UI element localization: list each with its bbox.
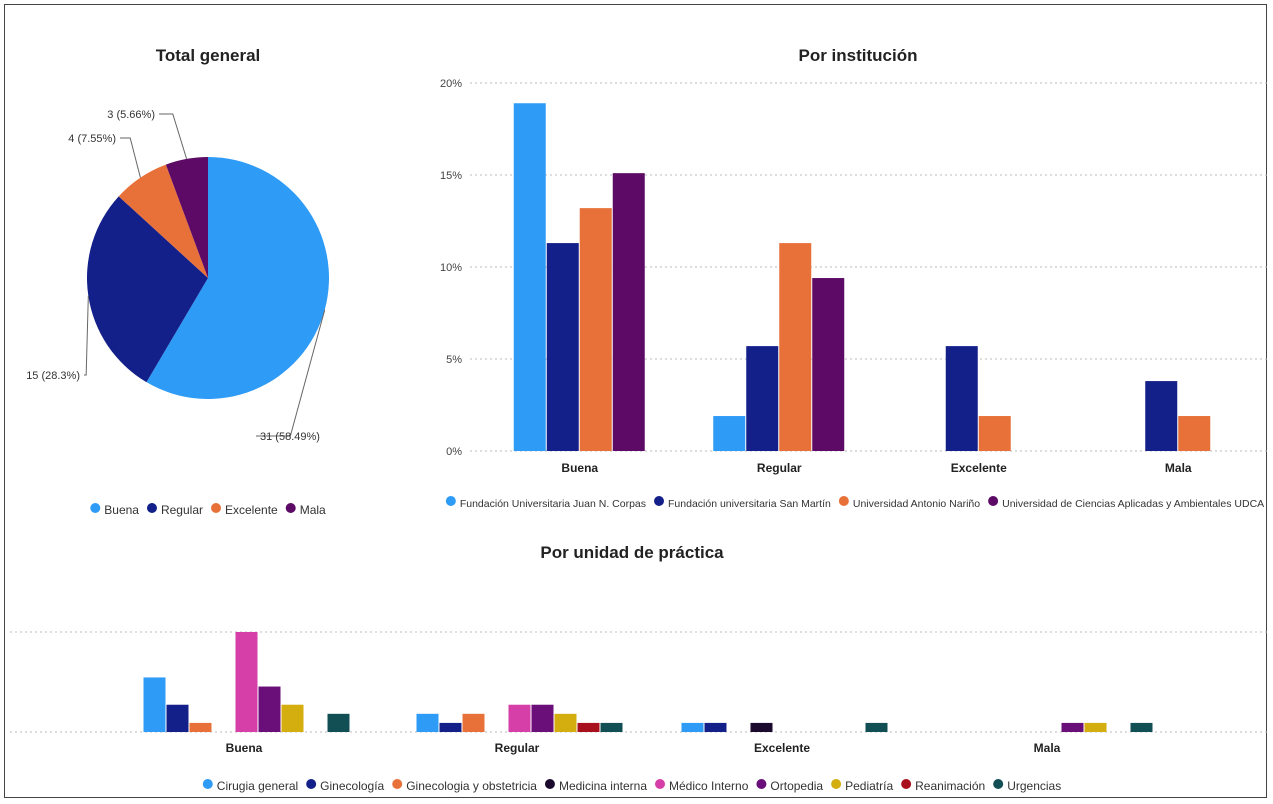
unit-legend-marker[interactable]: [392, 779, 403, 789]
unit-legend-marker[interactable]: [831, 779, 842, 789]
unit-legend-marker[interactable]: [993, 779, 1004, 789]
unit-bar[interactable]: [577, 722, 600, 732]
institution-legend-marker[interactable]: [838, 496, 849, 506]
unit-bar[interactable]: [750, 722, 773, 732]
unit-bar[interactable]: [439, 722, 462, 732]
institution-x-tick: Regular: [757, 461, 802, 475]
unit-x-tick: Buena: [226, 741, 263, 755]
pie-legend-marker[interactable]: [211, 503, 222, 513]
institution-bar[interactable]: [513, 103, 546, 452]
institution-bar[interactable]: [579, 208, 612, 451]
institution-x-tick: Buena: [561, 461, 598, 475]
institution-bar[interactable]: [1178, 416, 1211, 451]
unit-x-tick: Excelente: [754, 741, 810, 755]
institution-y-tick: 15%: [440, 170, 462, 182]
pie-legend-marker[interactable]: [285, 503, 296, 513]
pie-data-label: 31 (58.49%): [260, 431, 320, 443]
unit-legend-marker[interactable]: [756, 779, 767, 789]
unit-bar[interactable]: [681, 722, 704, 732]
unit-legend-label[interactable]: Reanimación: [915, 779, 985, 793]
unit-legend-marker[interactable]: [901, 779, 912, 789]
pie-legend-label[interactable]: Regular: [161, 503, 203, 517]
pie-legend-marker[interactable]: [90, 503, 101, 513]
unit-bar[interactable]: [235, 632, 258, 732]
institution-legend-marker[interactable]: [445, 496, 456, 506]
pie-leader-line: [120, 137, 141, 178]
institution-bar[interactable]: [746, 346, 779, 451]
institution-legend-label[interactable]: Universidad Antonio Nariño: [853, 498, 980, 510]
unit-legend-marker[interactable]: [202, 779, 213, 789]
institution-bar[interactable]: [713, 416, 746, 451]
unit-bar[interactable]: [600, 722, 623, 732]
unit-bar[interactable]: [554, 713, 577, 732]
institution-x-tick: Mala: [1165, 461, 1192, 475]
unit-bar[interactable]: [1061, 722, 1084, 732]
unit-legend-label[interactable]: Medicina interna: [559, 779, 647, 793]
institution-legend-label[interactable]: Universidad de Ciencias Aplicadas y Ambi…: [1002, 498, 1264, 510]
unit-bar[interactable]: [166, 704, 189, 732]
pie-leader-line: [159, 113, 188, 160]
institution-y-tick: 10%: [440, 262, 462, 274]
unit-bar[interactable]: [1130, 722, 1153, 732]
pie-data-label: 15 (28.3%): [26, 370, 80, 382]
institution-bar[interactable]: [1145, 381, 1178, 451]
institution-legend-marker[interactable]: [654, 496, 665, 506]
institution-y-tick: 0%: [446, 446, 462, 458]
unit-bar[interactable]: [704, 722, 727, 732]
unit-legend-label[interactable]: Ginecología: [320, 779, 384, 793]
unit-bar[interactable]: [462, 713, 485, 732]
unit-bar[interactable]: [189, 722, 212, 732]
unit-bar[interactable]: [258, 686, 281, 732]
pie-legend-label[interactable]: Mala: [300, 503, 326, 517]
institution-bar[interactable]: [945, 346, 978, 451]
unit-legend-marker[interactable]: [544, 779, 555, 789]
institution-legend-label[interactable]: Fundación universitaria San Martín: [668, 498, 831, 510]
unit-legend-label[interactable]: Pediatría: [845, 779, 893, 793]
unit-legend-marker[interactable]: [306, 779, 317, 789]
unit-legend-label[interactable]: Ortopedia: [770, 779, 823, 793]
institution-bar[interactable]: [978, 416, 1011, 451]
institution-legend-label[interactable]: Fundación Universitaria Juan N. Corpas: [460, 498, 646, 510]
unit-legend-label[interactable]: Cirugia general: [217, 779, 298, 793]
institution-legend-marker[interactable]: [988, 496, 999, 506]
unit-bar[interactable]: [531, 704, 554, 732]
pie-legend-marker[interactable]: [146, 503, 157, 513]
pie-data-label: 3 (5.66%): [107, 109, 155, 121]
unit-bar[interactable]: [143, 677, 166, 732]
unit-legend-label[interactable]: Ginecologia y obstetricia: [406, 779, 537, 793]
unit-chart-title: Por unidad de práctica: [540, 543, 724, 562]
institution-chart-title: Por institución: [799, 46, 918, 65]
pie-slice-mala[interactable]: [165, 157, 208, 278]
pie-leader-line: [256, 309, 326, 437]
institution-bar[interactable]: [612, 173, 645, 451]
institution-bar[interactable]: [779, 243, 812, 451]
unit-x-tick: Mala: [1034, 741, 1061, 755]
report-canvas: [4, 4, 1267, 798]
unit-legend-marker[interactable]: [655, 779, 666, 789]
unit-bar[interactable]: [327, 713, 350, 732]
unit-bar[interactable]: [865, 722, 888, 732]
unit-legend-label[interactable]: Médico Interno: [669, 779, 749, 793]
unit-bar[interactable]: [416, 713, 439, 732]
institution-y-tick: 20%: [440, 78, 462, 90]
pie-legend-label[interactable]: Excelente: [225, 503, 278, 517]
institution-y-tick: 5%: [446, 354, 462, 366]
unit-bar[interactable]: [508, 704, 531, 732]
pie-chart-title: Total general: [156, 46, 261, 65]
pie-legend-label[interactable]: Buena: [104, 503, 139, 517]
unit-legend-label[interactable]: Urgencias: [1007, 779, 1061, 793]
institution-bar[interactable]: [812, 278, 845, 451]
unit-x-tick: Regular: [495, 741, 540, 755]
pie-slice-regular[interactable]: [86, 196, 208, 383]
unit-bar[interactable]: [1084, 722, 1107, 732]
pie-slice-excelente[interactable]: [118, 164, 208, 278]
pie-data-label: 4 (7.55%): [68, 133, 116, 145]
pie-slice-buena[interactable]: [146, 157, 329, 400]
institution-bar[interactable]: [546, 243, 579, 451]
pie-leader-line: [84, 295, 89, 376]
unit-bar[interactable]: [281, 704, 304, 732]
institution-x-tick: Excelente: [951, 461, 1007, 475]
